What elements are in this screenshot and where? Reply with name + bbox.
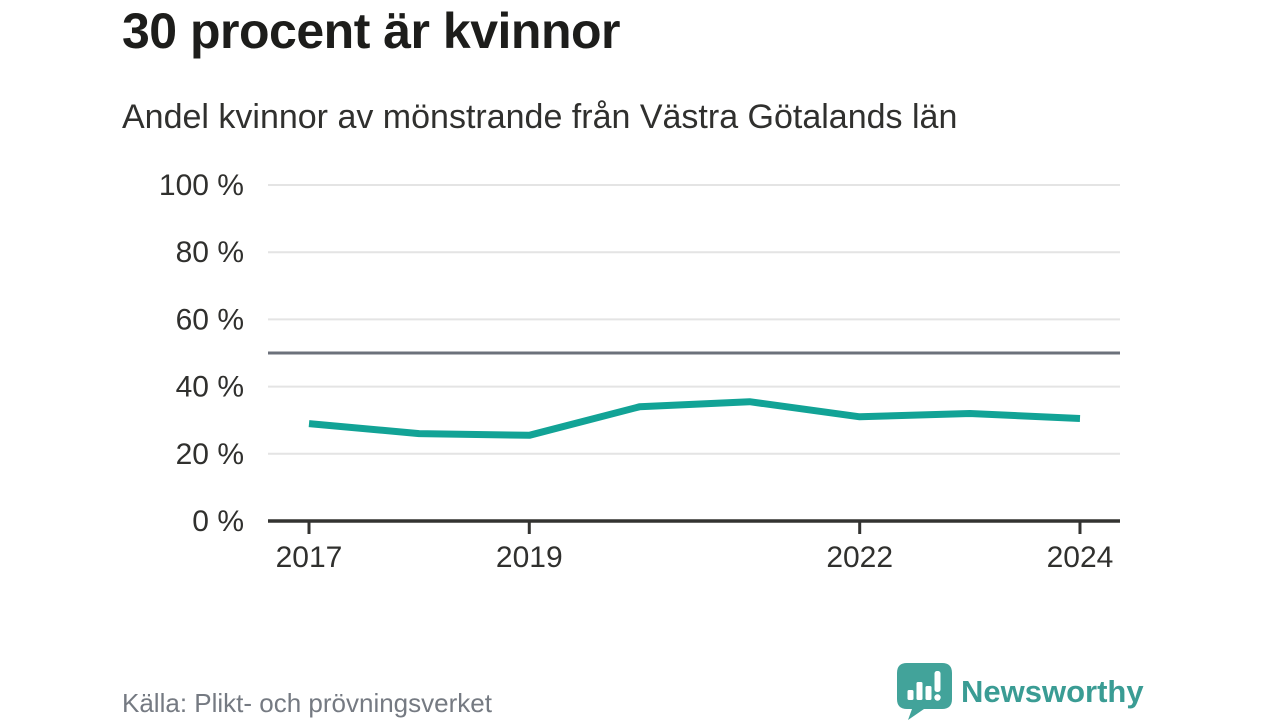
y-tick-label-20: 20 % — [176, 438, 244, 471]
newsworthy-speech-bubble-bar-chart-icon — [897, 663, 952, 720]
data-line-share-of-women — [308, 398, 1081, 439]
x-tick-label-2019: 2019 — [496, 541, 563, 574]
newsworthy-logo-text: Newsworthy — [961, 673, 1144, 709]
y-tick-label-0: 0 % — [192, 505, 244, 538]
chart-title: 30 procent är kvinnor — [122, 3, 621, 59]
chart-subtitle: Andel kvinnor av mönstrande från Västra … — [122, 98, 958, 136]
x-tick-label-2024: 2024 — [1047, 541, 1114, 574]
y-tick-label-60: 60 % — [176, 303, 244, 336]
logo-exclamation-stem — [934, 671, 941, 692]
y-tick-label-100: 100 % — [159, 169, 244, 202]
y-tick-label-40: 40 % — [176, 371, 244, 404]
logo-bar-3 — [925, 686, 932, 700]
source-note: Källa: Plikt- och prövningsverket — [122, 688, 492, 718]
y-tick-label-80: 80 % — [176, 236, 244, 269]
logo-bar-1 — [907, 690, 914, 700]
x-tick-label-2017: 2017 — [276, 541, 343, 574]
x-tick-label-2022: 2022 — [826, 541, 893, 574]
newsworthy-logo: Newsworthy — [897, 663, 1144, 720]
logo-exclamation-dot — [934, 694, 941, 701]
logo-bar-2 — [916, 682, 923, 700]
